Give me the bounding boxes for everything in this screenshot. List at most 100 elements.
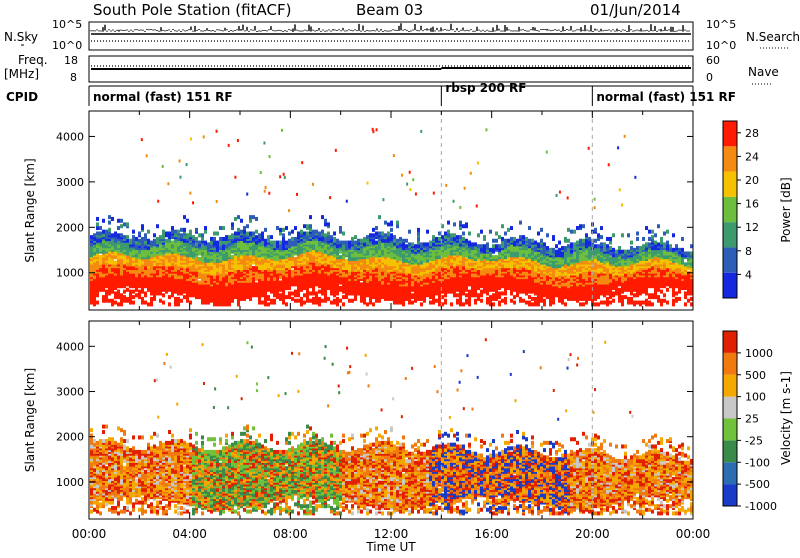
echo-cell: [552, 273, 555, 277]
echo-cell: [411, 293, 414, 297]
echo-cell: [453, 291, 456, 295]
echo-cell: [279, 228, 282, 232]
nsky-label: N.Sky: [4, 30, 38, 44]
echo-cell: [555, 257, 558, 261]
echo-cell: [255, 282, 258, 286]
echo-cell: [114, 275, 117, 279]
echo-cell: [471, 290, 474, 294]
echo-cell: [195, 295, 198, 299]
echo-cell: [417, 231, 420, 235]
echo-cell: [267, 282, 270, 286]
echo-cell: [498, 295, 501, 299]
echo-cell: [264, 228, 267, 232]
echo-cell: [306, 299, 309, 303]
echo-cell: [492, 270, 495, 274]
echo-cell: [537, 242, 540, 246]
echo-cell: [477, 259, 480, 263]
echo-cell: [474, 299, 477, 303]
echo-cell: [543, 259, 546, 263]
echo-cell: [312, 230, 315, 234]
echo-cell: [201, 291, 204, 295]
echo-cell: [351, 241, 354, 245]
echo-cell: [432, 277, 435, 281]
echo-cell: [225, 275, 228, 279]
echo-cell: [492, 255, 495, 259]
echo-cell: [195, 237, 198, 241]
echo-cell: [408, 273, 411, 277]
echo-cell: [159, 244, 162, 248]
echo-cell: [441, 235, 444, 239]
echo-cell: [252, 290, 255, 294]
echo-cell: [543, 299, 546, 303]
echo-cell: [537, 295, 540, 299]
echo-cell: [207, 297, 210, 301]
echo-cell: [276, 264, 279, 268]
echo-cell: [270, 299, 273, 303]
echo-cell: [402, 253, 405, 257]
echo-cell: [138, 250, 141, 254]
echo-cell: [144, 237, 147, 241]
echo-cell: [504, 297, 507, 301]
echo-cell: [459, 302, 462, 306]
echo-cell: [300, 282, 303, 286]
echo-cell: [390, 266, 393, 270]
echo-cell: [132, 279, 135, 283]
echo-cell: [225, 244, 228, 248]
echo-cell: [198, 257, 201, 261]
echo-cell: [513, 295, 516, 299]
echo-cell: [303, 224, 306, 228]
freq-tick-bottom: 8: [70, 71, 77, 84]
echo-cell: [237, 231, 240, 235]
echo-cell: [468, 301, 471, 305]
echo-cell: [159, 235, 162, 239]
echo-cell: [324, 246, 327, 250]
echo-cell: [462, 237, 465, 241]
echo-cell: [438, 297, 441, 301]
echo-cell: [483, 275, 486, 279]
echo-cell: [537, 301, 540, 305]
echo-cell: [141, 224, 144, 228]
echo-cell: [495, 255, 498, 259]
echo-cell: [171, 244, 174, 248]
echo-cell: [468, 241, 471, 245]
echo-cell: [150, 297, 153, 301]
echo-cell: [147, 262, 150, 266]
echo-cell: [315, 291, 318, 295]
echo-cell: [417, 290, 420, 294]
echo-cell: [558, 248, 561, 252]
cpid-segment-label: normal (fast) 151 RF: [93, 90, 233, 104]
echo-cell: [282, 301, 285, 305]
echo-cell: [111, 217, 114, 221]
echo-cell: [408, 230, 411, 234]
echo-cell: [270, 284, 273, 288]
echo-cell: [405, 244, 408, 248]
echo-cell: [117, 226, 120, 230]
echo-cell: [192, 275, 195, 279]
echo-cell: [162, 293, 165, 297]
echo-cell: [126, 279, 129, 283]
echo-cell: [108, 268, 111, 272]
echo-cell: [129, 257, 132, 261]
cpid-label: CPID: [6, 90, 38, 104]
nsky-tick-bottom: 10^0: [52, 39, 82, 52]
echo-cell: [135, 293, 138, 297]
echo-cell: [369, 301, 372, 305]
echo-cell: [390, 228, 393, 232]
echo-cell: [366, 251, 369, 255]
echo-cell: [108, 241, 111, 245]
echo-cell: [531, 239, 534, 243]
echo-cell: [141, 290, 144, 294]
echo-cell: [297, 279, 300, 283]
echo-cell: [534, 248, 537, 252]
echo-cell: [459, 221, 462, 225]
echo-cell: [156, 286, 159, 290]
echo-cell: [342, 241, 345, 245]
echo-cell: [363, 262, 366, 266]
echo-cell: [144, 266, 147, 270]
echo-cell: [153, 246, 156, 250]
echo-cell: [381, 239, 384, 243]
echo-cell: [201, 233, 204, 237]
echo-cell: [561, 301, 564, 305]
